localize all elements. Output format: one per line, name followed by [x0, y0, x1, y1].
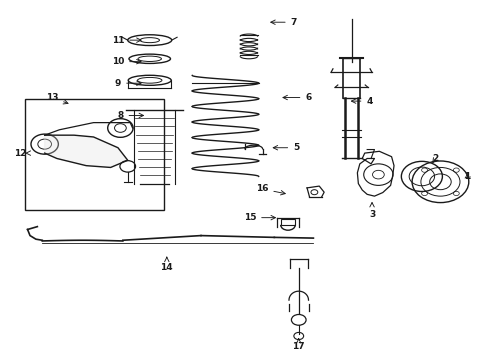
- Text: 8: 8: [117, 111, 144, 120]
- Text: 16: 16: [256, 184, 285, 195]
- Text: 4: 4: [351, 96, 373, 105]
- Polygon shape: [45, 135, 128, 167]
- Bar: [281, 220, 295, 225]
- Text: 3: 3: [369, 203, 375, 219]
- Text: 6: 6: [283, 93, 312, 102]
- Bar: [25, 99, 164, 211]
- Text: 13: 13: [46, 93, 68, 104]
- Text: 5: 5: [273, 143, 299, 152]
- Text: 9: 9: [115, 79, 141, 88]
- Text: 15: 15: [244, 213, 275, 222]
- Text: 2: 2: [433, 154, 439, 163]
- Text: 11: 11: [112, 36, 141, 45]
- Text: 1: 1: [464, 172, 470, 181]
- Text: 12: 12: [14, 149, 26, 158]
- Text: 10: 10: [112, 57, 141, 66]
- Text: 17: 17: [293, 339, 305, 351]
- Text: 7: 7: [271, 18, 297, 27]
- Text: 14: 14: [161, 257, 173, 273]
